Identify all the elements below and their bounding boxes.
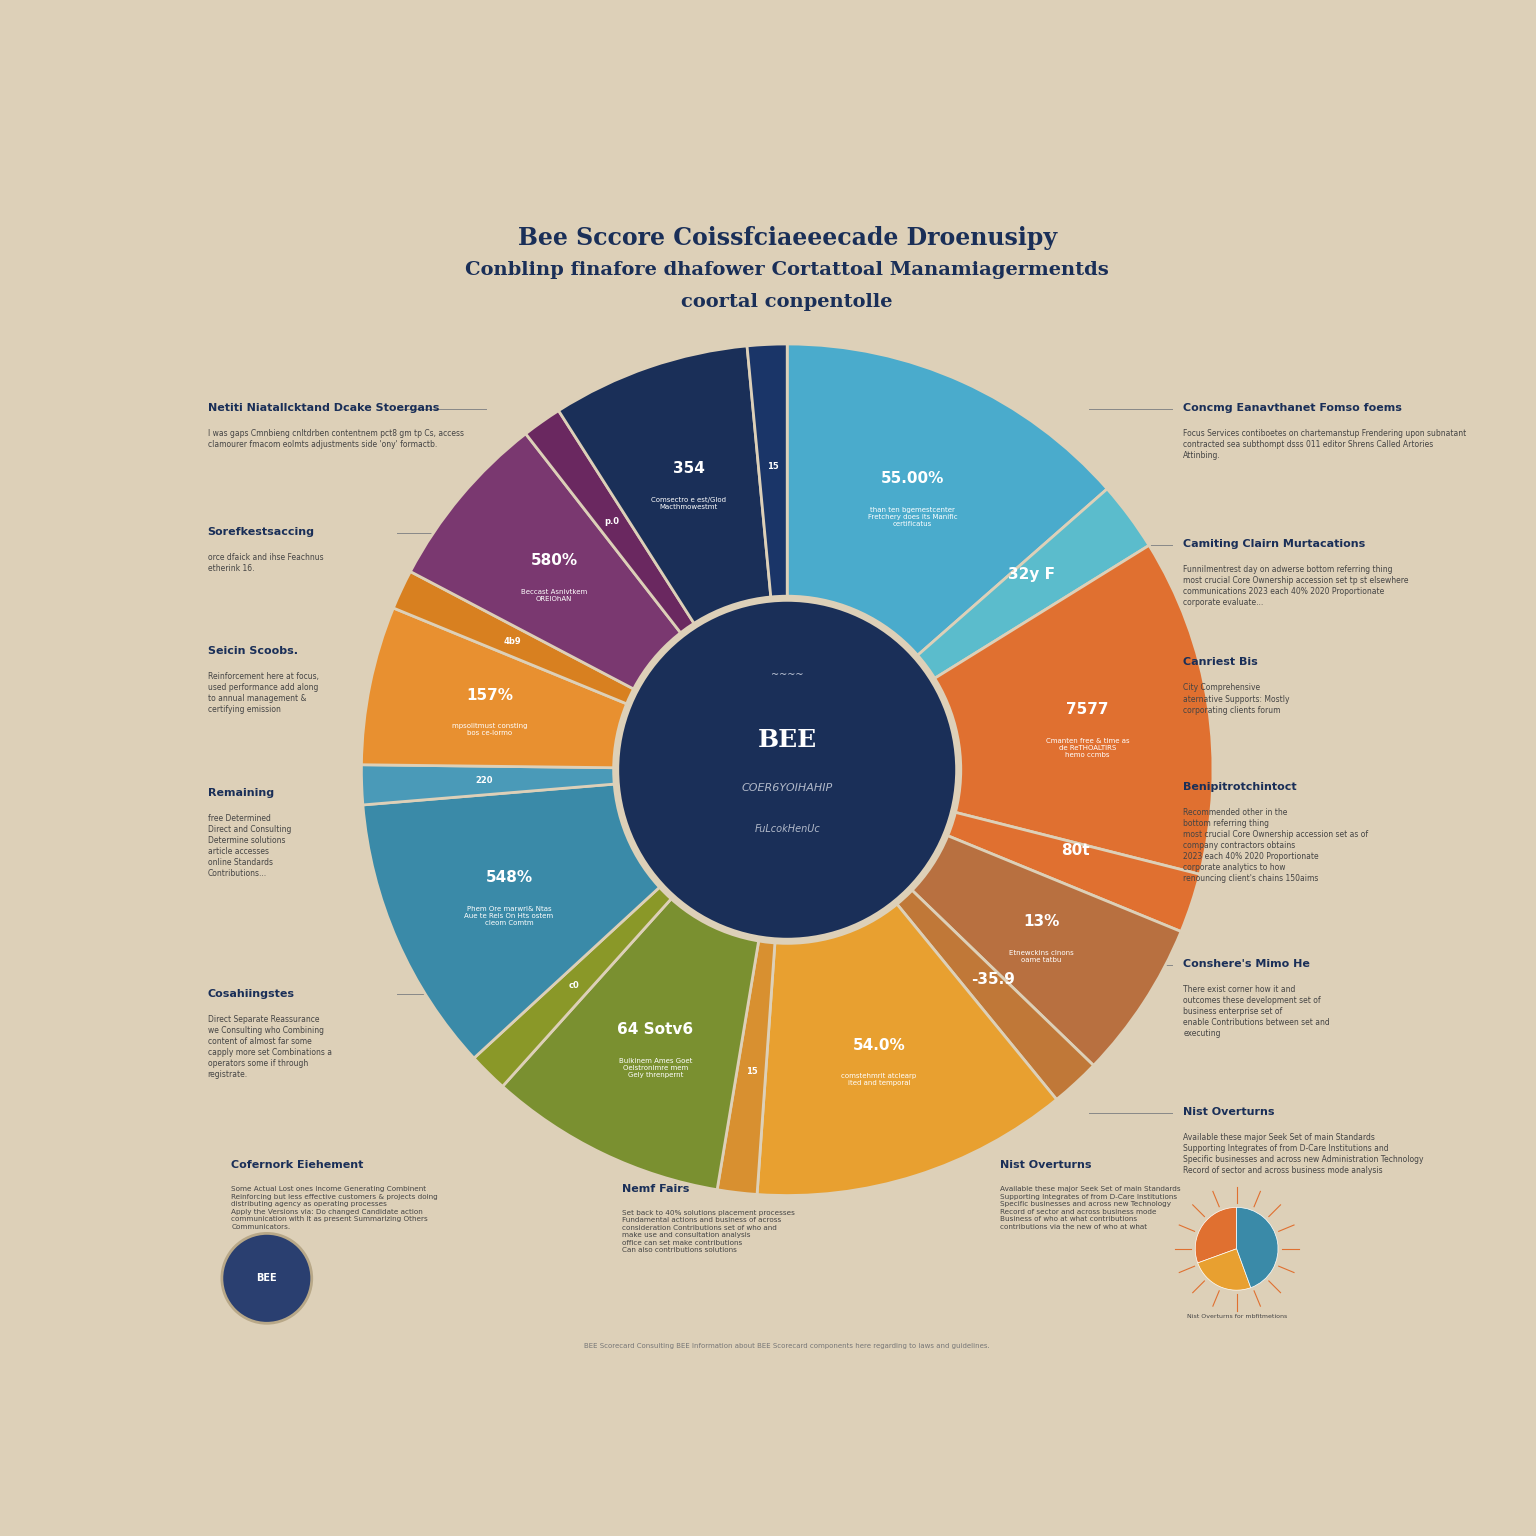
Wedge shape xyxy=(717,938,776,1195)
Wedge shape xyxy=(932,545,1213,874)
Wedge shape xyxy=(502,897,759,1190)
Text: 220: 220 xyxy=(475,776,493,785)
Text: -35.9: -35.9 xyxy=(971,972,1015,986)
Text: BEE: BEE xyxy=(757,728,817,753)
Wedge shape xyxy=(746,344,786,599)
Text: Etnewckins clnons
oame tatbu: Etnewckins clnons oame tatbu xyxy=(1009,951,1074,963)
Text: Nemf Fairs: Nemf Fairs xyxy=(622,1184,690,1193)
Text: 548%: 548% xyxy=(485,869,533,885)
Text: 80t: 80t xyxy=(1061,843,1091,859)
Text: Sorefkestsaccing: Sorefkestsaccing xyxy=(207,527,315,538)
Text: Cofernork Eiehement: Cofernork Eiehement xyxy=(232,1160,364,1170)
Text: comstehmrit atclearp
ited and temporal: comstehmrit atclearp ited and temporal xyxy=(842,1074,917,1086)
Text: free Determined
Direct and Consulting
Determine solutions
article accesses
onlin: free Determined Direct and Consulting De… xyxy=(207,814,290,879)
Wedge shape xyxy=(915,488,1149,679)
Text: Comsectro e est/Glod
Macthmowestmt: Comsectro e est/Glod Macthmowestmt xyxy=(651,496,727,510)
Text: Bulkinem Ames Goet
Oelstronimre mem
Gely threnpernt: Bulkinem Ames Goet Oelstronimre mem Gely… xyxy=(619,1058,693,1078)
Text: p.0: p.0 xyxy=(605,518,619,525)
Text: 15: 15 xyxy=(745,1068,757,1075)
Wedge shape xyxy=(786,344,1107,656)
Wedge shape xyxy=(525,410,696,634)
Text: 580%: 580% xyxy=(531,553,578,568)
Text: 54.0%: 54.0% xyxy=(852,1038,905,1052)
Text: Remaining: Remaining xyxy=(207,788,273,797)
Text: mpsolitmust consting
bos ce-lormo: mpsolitmust consting bos ce-lormo xyxy=(452,723,527,736)
Text: Funnilmentrest day on adwerse bottom referring thing
most crucial Core Ownership: Funnilmentrest day on adwerse bottom ref… xyxy=(1183,565,1409,607)
Text: 4b9: 4b9 xyxy=(504,637,521,645)
Text: Some Actual Lost ones Income Generating Combinent
Reinforcing but less effective: Some Actual Lost ones Income Generating … xyxy=(232,1186,438,1230)
Wedge shape xyxy=(1236,1207,1278,1287)
Wedge shape xyxy=(361,765,616,805)
Wedge shape xyxy=(362,783,660,1058)
Text: Benipitrotchintoct: Benipitrotchintoct xyxy=(1183,782,1296,791)
Text: 64 Sotv6: 64 Sotv6 xyxy=(617,1021,693,1037)
Text: Nist Overturns: Nist Overturns xyxy=(1183,1107,1275,1117)
Text: There exist corner how it and
outcomes these development set of
business enterpr: There exist corner how it and outcomes t… xyxy=(1183,985,1330,1038)
Text: BEE Scorecard Consulting BEE Information about BEE Scorecard components here reg: BEE Scorecard Consulting BEE Information… xyxy=(584,1344,991,1349)
Text: COER6YOIHAHIP: COER6YOIHAHIP xyxy=(742,782,833,793)
Wedge shape xyxy=(946,813,1200,931)
Text: Phem Ore marwrl& Ntas
Aue te Rels On Hts ostem
cleom Comtm: Phem Ore marwrl& Ntas Aue te Rels On Hts… xyxy=(464,906,553,926)
Text: Bee Sccore Coissfciaeeecade Droenusipy: Bee Sccore Coissfciaeeecade Droenusipy xyxy=(518,226,1057,250)
Wedge shape xyxy=(895,889,1094,1100)
Text: Seicin Scoobs.: Seicin Scoobs. xyxy=(207,645,298,656)
Text: Reinforcement here at focus,
used performance add along
to annual management &
c: Reinforcement here at focus, used perfor… xyxy=(207,671,318,714)
Text: Cosahiingstes: Cosahiingstes xyxy=(207,989,295,998)
Wedge shape xyxy=(1198,1249,1250,1290)
Circle shape xyxy=(221,1233,312,1324)
Text: Recommended other in the
bottom referring thing
most crucial Core Ownership acce: Recommended other in the bottom referrin… xyxy=(1183,808,1369,883)
Text: City Comprehensive
aternative Supports: Mostly
corporating clients forum: City Comprehensive aternative Supports: … xyxy=(1183,684,1290,714)
Text: Camiting Clairn Murtacations: Camiting Clairn Murtacations xyxy=(1183,539,1366,550)
Wedge shape xyxy=(361,608,628,768)
Text: 354: 354 xyxy=(673,461,705,476)
Text: FuLcokHenUc: FuLcokHenUc xyxy=(754,823,820,834)
Text: 15: 15 xyxy=(766,462,779,472)
Text: Set back to 40% solutions placement processes
Fundamental actions and business o: Set back to 40% solutions placement proc… xyxy=(622,1210,794,1253)
Text: 7577: 7577 xyxy=(1066,702,1109,717)
Text: Direct Separate Reassurance
we Consulting who Combining
content of almost far so: Direct Separate Reassurance we Consultin… xyxy=(207,1015,332,1080)
Circle shape xyxy=(616,598,958,942)
Wedge shape xyxy=(410,433,682,690)
Text: Beccast Asnivtkem
OREIOhAN: Beccast Asnivtkem OREIOhAN xyxy=(521,588,587,602)
Text: than ten bgemestcenter
Fretchery does its Manific
certificatus: than ten bgemestcenter Fretchery does it… xyxy=(868,507,957,527)
Text: BEE: BEE xyxy=(257,1273,276,1284)
Wedge shape xyxy=(559,346,771,625)
Wedge shape xyxy=(393,571,636,705)
Text: Conshere's Mimo He: Conshere's Mimo He xyxy=(1183,958,1310,969)
Text: Concmg Eanavthanet Fomso foems: Concmg Eanavthanet Fomso foems xyxy=(1183,402,1402,413)
Text: Cmanten free & time as
de ReTHOALTIRS
hemo ccmbs: Cmanten free & time as de ReTHOALTIRS he… xyxy=(1046,737,1129,757)
Text: 32y F: 32y F xyxy=(1008,567,1055,582)
Text: Netiti Niatallcktand Dcake Stoergans: Netiti Niatallcktand Dcake Stoergans xyxy=(207,402,439,413)
Text: Nist Overturns: Nist Overturns xyxy=(1000,1160,1092,1170)
Wedge shape xyxy=(757,903,1057,1195)
Text: ~~~~: ~~~~ xyxy=(771,670,803,680)
Wedge shape xyxy=(911,836,1181,1066)
Text: I was gaps Cmnbieng cnltdrben contentnem pct8 gm tp Cs, access
clamourer fmacom : I was gaps Cmnbieng cnltdrben contentnem… xyxy=(207,429,464,449)
Text: 13%: 13% xyxy=(1023,914,1060,929)
Text: Available these major Seek Set of main Standards
Supporting Integrates of from D: Available these major Seek Set of main S… xyxy=(1000,1186,1181,1230)
Text: Conblinp finafore dhafower Cortattoal Manamiagermentds: Conblinp finafore dhafower Cortattoal Ma… xyxy=(465,261,1109,280)
Text: Focus Services contiboetes on chartemanstup Frendering upon subnatant
contracted: Focus Services contiboetes on chartemans… xyxy=(1183,429,1467,461)
Text: 55.00%: 55.00% xyxy=(880,472,945,487)
Text: orce dfaick and ihse Feachnus
etherink 16.: orce dfaick and ihse Feachnus etherink 1… xyxy=(207,553,323,573)
Text: 157%: 157% xyxy=(465,688,513,702)
Text: Available these major Seek Set of main Standards
Supporting Integrates of from D: Available these major Seek Set of main S… xyxy=(1183,1134,1424,1175)
Text: Canriest Bis: Canriest Bis xyxy=(1183,657,1258,668)
Wedge shape xyxy=(1195,1207,1236,1263)
Text: Nist Overturns for mbfitmetions: Nist Overturns for mbfitmetions xyxy=(1186,1313,1287,1319)
Wedge shape xyxy=(475,886,673,1086)
Text: c0: c0 xyxy=(568,982,579,991)
Text: coortal conpentolle: coortal conpentolle xyxy=(682,293,892,312)
